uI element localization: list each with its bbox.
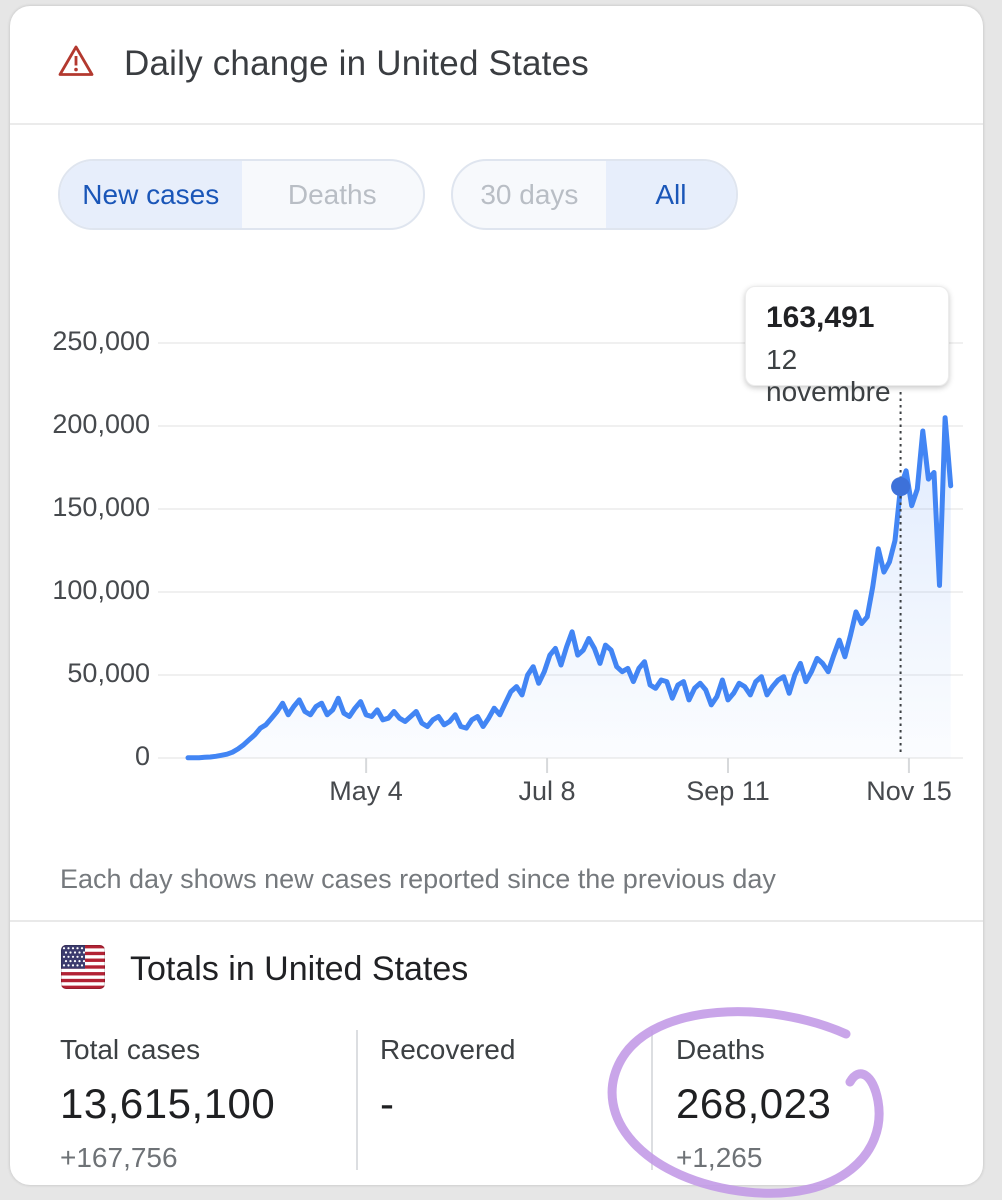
chart-highlight-marker <box>891 392 911 756</box>
stat-delta: +167,756 <box>60 1142 178 1173</box>
y-axis-tick-label: 150,000 <box>52 492 150 522</box>
covid-stats-card: Daily change in United States New cases … <box>10 6 983 1198</box>
metric-toggle-group: New cases Deaths <box>58 159 425 230</box>
toggle-30-days[interactable]: 30 days <box>480 178 579 210</box>
toggle-new-cases[interactable]: New cases <box>60 161 242 228</box>
section-divider <box>10 920 983 922</box>
stat-value: - <box>380 1080 395 1127</box>
stat-divider <box>356 1030 358 1170</box>
y-axis-tick-label: 250,000 <box>52 326 150 356</box>
toggle-all[interactable]: All <box>605 161 736 228</box>
chart-tooltip: 163,491 12 novembre <box>745 286 949 407</box>
stat-deaths: Deaths 268,023 +1,265 <box>676 1034 946 1174</box>
stat-divider <box>651 1030 653 1170</box>
x-axis-tick-label: Jul 8 <box>518 776 576 806</box>
stat-value: 13,615,100 <box>60 1080 276 1127</box>
chart-series <box>185 415 954 761</box>
y-axis-tick-label: 50,000 <box>67 658 150 688</box>
tooltip-date: 12 novembre <box>766 344 891 407</box>
toggle-deaths[interactable]: Deaths <box>287 178 377 210</box>
range-toggle-group: 30 days All <box>451 159 738 230</box>
stat-total-cases: Total cases 13,615,100 +167,756 <box>60 1034 330 1174</box>
x-axis-tick-label: Nov 15 <box>866 776 952 806</box>
page-title: Daily change in United States <box>124 44 589 83</box>
tooltip-value: 163,491 <box>766 301 875 334</box>
y-axis-tick-label: 200,000 <box>52 409 150 439</box>
us-flag-icon <box>61 945 105 989</box>
y-axis-tick-label: 100,000 <box>52 575 150 605</box>
chart-caption: Each day shows new cases reported since … <box>60 864 776 894</box>
x-axis-tick-label: Sep 11 <box>686 776 770 806</box>
x-axis-tick-label: May 4 <box>329 776 403 806</box>
stat-recovered: Recovered - <box>380 1034 650 1142</box>
header-divider <box>10 123 983 125</box>
totals-title: Totals in United States <box>130 950 469 988</box>
warning-icon <box>58 44 94 78</box>
stat-label: Deaths <box>676 1034 765 1065</box>
y-axis-tick-label: 0 <box>134 741 150 771</box>
stat-label: Recovered <box>380 1034 516 1065</box>
stat-delta: +1,265 <box>676 1142 763 1173</box>
stat-value: 268,023 <box>676 1080 832 1127</box>
stat-label: Total cases <box>60 1034 201 1065</box>
